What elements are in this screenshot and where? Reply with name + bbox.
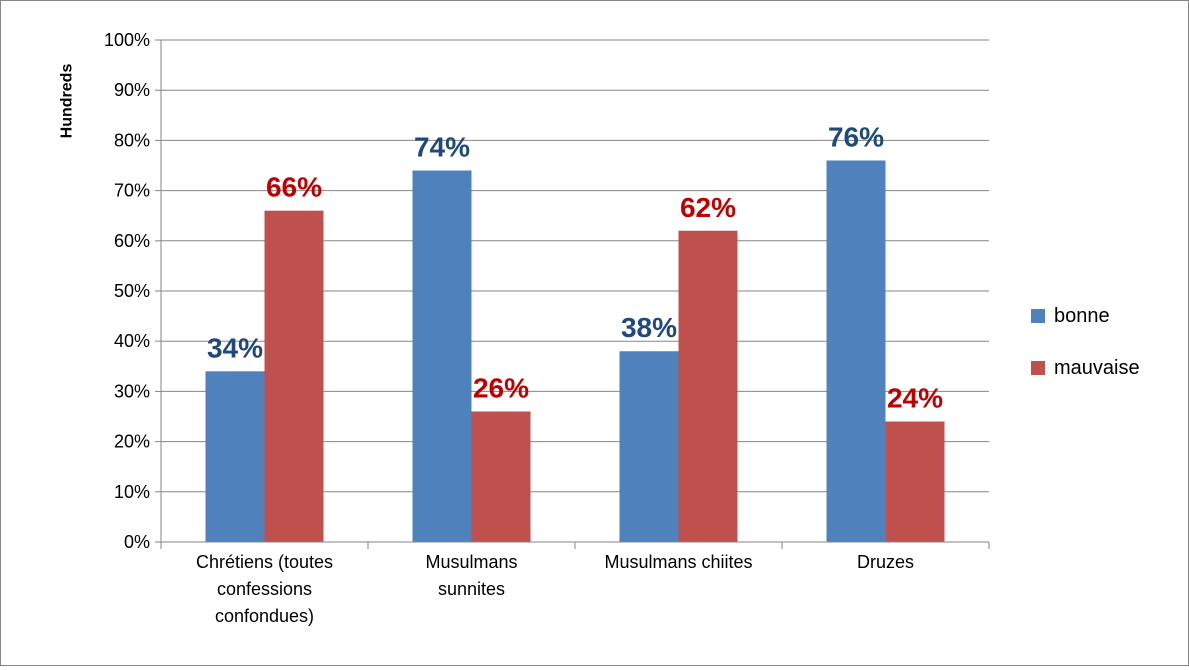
axes [155, 39, 990, 549]
bar-mauvaise [471, 411, 531, 542]
legend-label-mauvaise: mauvaise [1054, 357, 1140, 379]
x-category-label: Druzes [857, 552, 914, 572]
x-category-label: Chrétiens (toutes confessions confondues) [196, 552, 333, 626]
data-label-mauvaise: 66% [266, 172, 322, 203]
y-tick-label: 90% [114, 80, 150, 100]
bars [205, 160, 945, 543]
x-category-label: Musulmans sunnites [425, 552, 517, 599]
y-tick-label: 40% [114, 331, 150, 351]
data-label-mauvaise: 62% [680, 192, 736, 223]
bar-mauvaise [678, 230, 738, 542]
y-tick-label: 10% [114, 482, 150, 502]
y-tick-label: 0% [124, 532, 150, 552]
y-axis-label: Hundreds [59, 64, 76, 139]
bar-mauvaise [885, 421, 945, 542]
legend-swatch-mauvaise [1031, 361, 1045, 375]
bar-bonne [619, 351, 679, 542]
y-tick-label: 70% [114, 181, 150, 201]
data-label-mauvaise: 26% [473, 372, 529, 403]
data-label-bonne: 74% [414, 132, 470, 163]
x-category-label-line: Musulmans [425, 552, 517, 572]
legend-swatch-bonne [1031, 309, 1045, 323]
data-label-bonne: 76% [828, 121, 884, 152]
data-label-bonne: 34% [207, 332, 263, 363]
y-tick-label: 60% [114, 231, 150, 251]
legend: bonne mauvaise [1031, 305, 1140, 379]
bar-bonne [826, 160, 886, 543]
y-tick-label: 50% [114, 281, 150, 301]
y-tick-labels: 0% 10% 20% 30% 40% 50% 60% 70% 80% 90% 100% [104, 30, 150, 552]
y-tick-label: 100% [104, 30, 150, 50]
data-labels: 34% 66% 74% 26% 38% 62% 76% 24% [207, 121, 943, 413]
bar-mauvaise [264, 210, 324, 542]
x-category-label-line: confessions [217, 579, 312, 599]
x-category-label-line: Druzes [857, 552, 914, 572]
x-category-label-line: Musulmans chiites [604, 552, 752, 572]
data-label-mauvaise: 24% [887, 383, 943, 414]
x-category-label-line: sunnites [438, 579, 505, 599]
x-category-label-line: confondues) [215, 606, 314, 626]
bar-bonne [205, 371, 265, 542]
x-category-labels: Chrétiens (toutes confessions confondues) M… [196, 552, 914, 626]
x-category-label-line: Chrétiens (toutes [196, 552, 333, 572]
y-tick-label: 20% [114, 432, 150, 452]
data-label-bonne: 38% [621, 312, 677, 343]
x-category-label: Musulmans chiites [604, 552, 752, 572]
y-tick-label: 80% [114, 130, 150, 150]
y-tick-label: 30% [114, 381, 150, 401]
legend-label-bonne: bonne [1054, 305, 1110, 327]
bar-bonne [412, 170, 472, 542]
